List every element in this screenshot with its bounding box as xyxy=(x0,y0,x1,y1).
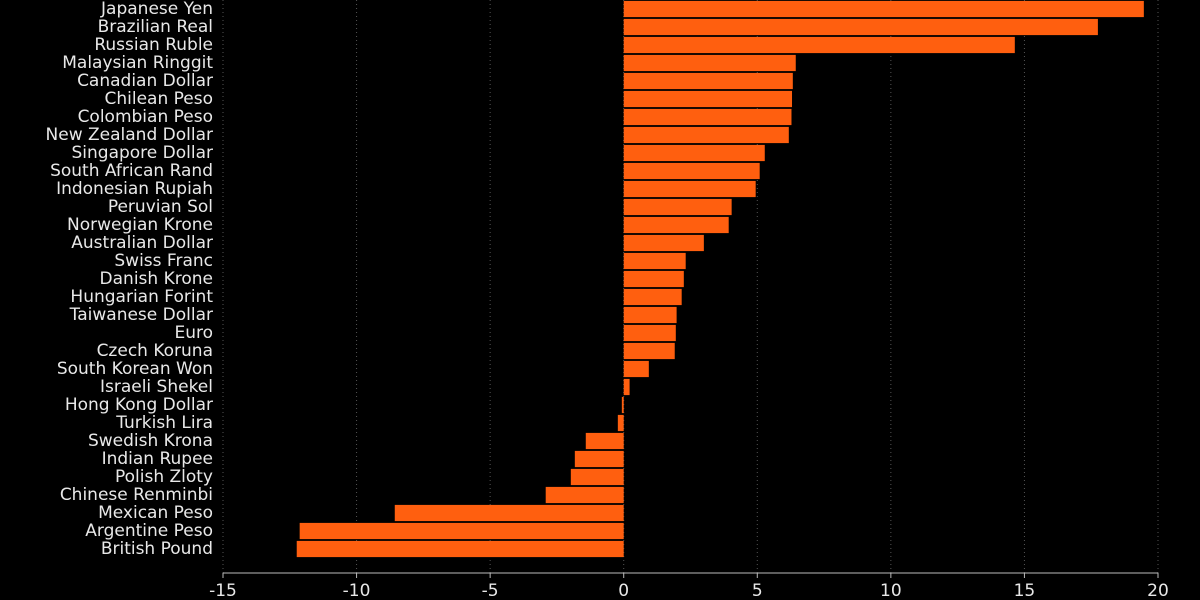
bar xyxy=(574,450,624,468)
y-tick-label: Swedish Krona xyxy=(88,431,213,451)
y-tick-label: Hong Kong Dollar xyxy=(65,395,213,415)
y-tick-label: New Zealand Dollar xyxy=(46,125,213,145)
y-tick-label: Taiwanese Dollar xyxy=(69,305,213,325)
bar xyxy=(623,108,792,126)
y-tick-label: Japanese Yen xyxy=(100,0,213,19)
y-tick-label: Peruvian Sol xyxy=(108,197,213,217)
bar xyxy=(623,162,760,180)
y-tick-label: Turkish Lira xyxy=(115,413,213,433)
y-tick-label: Colombian Peso xyxy=(78,107,213,127)
bar xyxy=(623,378,630,396)
x-tick-label: -10 xyxy=(343,581,371,600)
bar xyxy=(623,198,732,216)
y-tick-label: Argentine Peso xyxy=(85,521,213,541)
y-tick-label: Euro xyxy=(174,323,213,343)
bar xyxy=(623,288,682,306)
y-tick-label: Danish Krone xyxy=(100,269,213,289)
bar xyxy=(623,306,677,324)
bar xyxy=(623,234,704,252)
bar xyxy=(570,468,624,486)
bar xyxy=(621,396,624,414)
y-tick-label: Mexican Peso xyxy=(98,503,213,523)
bar xyxy=(623,360,649,378)
y-tick-label: Singapore Dollar xyxy=(71,143,213,163)
y-tick-label: Hungarian Forint xyxy=(70,287,213,307)
bar xyxy=(623,342,675,360)
y-tick-label: Indian Rupee xyxy=(102,449,213,469)
bar xyxy=(585,432,624,450)
y-tick-label: Russian Ruble xyxy=(94,35,213,55)
y-tick-label: South Korean Won xyxy=(57,359,213,379)
x-tick-label: 15 xyxy=(1014,581,1036,600)
y-tick-label: Israeli Shekel xyxy=(100,377,213,397)
bar xyxy=(623,90,793,108)
y-tick-label: Indonesian Rupiah xyxy=(56,179,213,199)
x-tick-label: -15 xyxy=(209,581,237,600)
bar xyxy=(617,414,624,432)
bar xyxy=(623,0,1144,18)
bar xyxy=(623,144,765,162)
bar xyxy=(623,216,729,234)
bar xyxy=(623,54,796,72)
bar xyxy=(623,72,793,90)
x-tick-label: -5 xyxy=(482,581,499,600)
y-tick-label: Brazilian Real xyxy=(98,17,213,37)
y-tick-label: Australian Dollar xyxy=(71,233,213,253)
x-tick-label: 10 xyxy=(880,581,902,600)
y-tick-label: South African Rand xyxy=(50,161,213,181)
y-tick-label: Polish Zloty xyxy=(115,467,213,487)
x-tick-label: 0 xyxy=(618,581,629,600)
bar xyxy=(296,540,624,558)
bar xyxy=(623,18,1098,36)
bar xyxy=(623,36,1015,54)
y-tick-label: Czech Koruna xyxy=(97,341,213,361)
y-tick-label: Chinese Renminbi xyxy=(60,485,213,505)
y-tick-label: Norwegian Krone xyxy=(67,215,213,235)
bar xyxy=(623,270,684,288)
y-tick-label: Malaysian Ringgit xyxy=(62,53,213,73)
x-tick-label: 5 xyxy=(752,581,763,600)
bar xyxy=(299,522,624,540)
bar xyxy=(394,504,624,522)
y-tick-label: Canadian Dollar xyxy=(77,71,213,91)
y-tick-label: Chilean Peso xyxy=(104,89,213,109)
bar xyxy=(545,486,624,504)
bar xyxy=(623,126,789,144)
bar xyxy=(623,324,676,342)
y-tick-label: British Pound xyxy=(101,539,213,559)
x-tick-label: 20 xyxy=(1147,581,1169,600)
bar xyxy=(623,180,756,198)
bar xyxy=(623,252,686,270)
y-tick-label: Swiss Franc xyxy=(114,251,213,271)
